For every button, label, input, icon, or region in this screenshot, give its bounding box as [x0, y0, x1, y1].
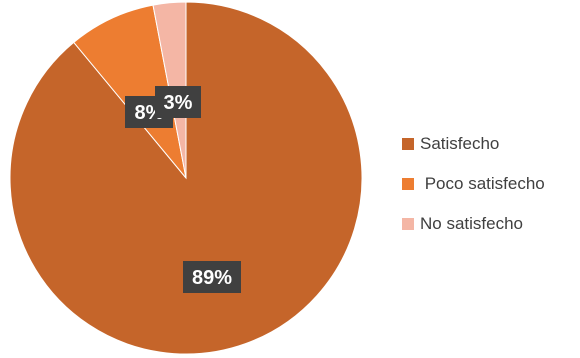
legend-label-no-satisfecho: No satisfecho [420, 214, 523, 233]
legend-swatch-satisfecho [402, 138, 414, 150]
legend-item-satisfecho: Satisfecho [402, 134, 545, 154]
legend-label-poco-satisfecho: Poco satisfecho [420, 174, 545, 193]
data-label-text: 3% [164, 92, 193, 114]
data-label-no-satisfecho: 3% [155, 86, 201, 118]
data-label-box [183, 261, 241, 293]
data-label-satisfecho: 89% [183, 261, 241, 293]
legend-item-no-satisfecho: No satisfecho [402, 214, 545, 234]
pie-slice-satisfecho [9, 1, 363, 355]
legend-label-satisfecho: Satisfecho [420, 134, 500, 153]
legend-swatch-poco-satisfecho [402, 178, 414, 190]
data-label-box [155, 86, 201, 118]
legend: Satisfecho Poco satisfecho No satisfecho [402, 134, 545, 254]
pie-slice-poco-satisfecho [73, 4, 187, 179]
legend-item-poco-satisfecho: Poco satisfecho [402, 174, 545, 194]
data-label-text: 89% [192, 267, 232, 289]
legend-swatch-no-satisfecho [402, 218, 414, 230]
